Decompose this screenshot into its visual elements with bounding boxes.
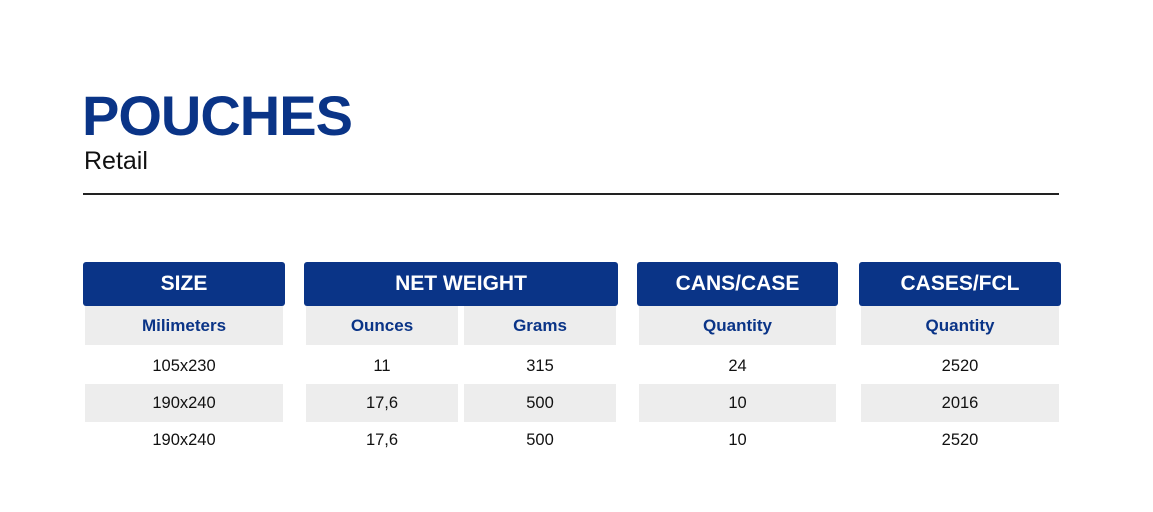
header-size: SIZE	[83, 262, 285, 306]
page-subtitle: Retail	[84, 147, 148, 175]
cell-size: 105x230	[152, 356, 216, 375]
subheader-quantity-cases: Quantity	[861, 306, 1059, 345]
cell-size: 190x240	[152, 430, 216, 449]
header-net-weight: NET WEIGHT	[304, 262, 618, 306]
header-cases-per-fcl: CASES/FCL	[859, 262, 1061, 306]
subheader-quantity-cans: Quantity	[639, 306, 836, 345]
page-title: POUCHES	[82, 84, 353, 147]
cell-cans-per-case: 24	[728, 356, 747, 375]
cell-cans-per-case: 10	[728, 430, 747, 449]
cell-grams: 500	[464, 384, 616, 422]
cell-ounces: 17,6	[306, 384, 458, 422]
cell-ounces: 17,6	[365, 430, 399, 449]
subheader-ounces: Ounces	[306, 306, 458, 345]
cell-grams: 500	[526, 430, 554, 449]
header-cans-per-case: CANS/CASE	[637, 262, 838, 306]
cell-cases-per-fcl: 2520	[941, 430, 979, 449]
cell-cases-per-fcl: 2520	[941, 356, 979, 375]
title-divider	[83, 193, 1059, 195]
cell-cases-per-fcl: 2016	[861, 384, 1059, 422]
subheader-milimeters: Milimeters	[85, 306, 283, 345]
cell-cans-per-case: 10	[639, 384, 836, 422]
cell-grams: 315	[526, 356, 554, 375]
subheader-grams: Grams	[464, 306, 616, 345]
cell-ounces: 11	[373, 356, 391, 375]
cell-size: 190x240	[85, 384, 283, 422]
